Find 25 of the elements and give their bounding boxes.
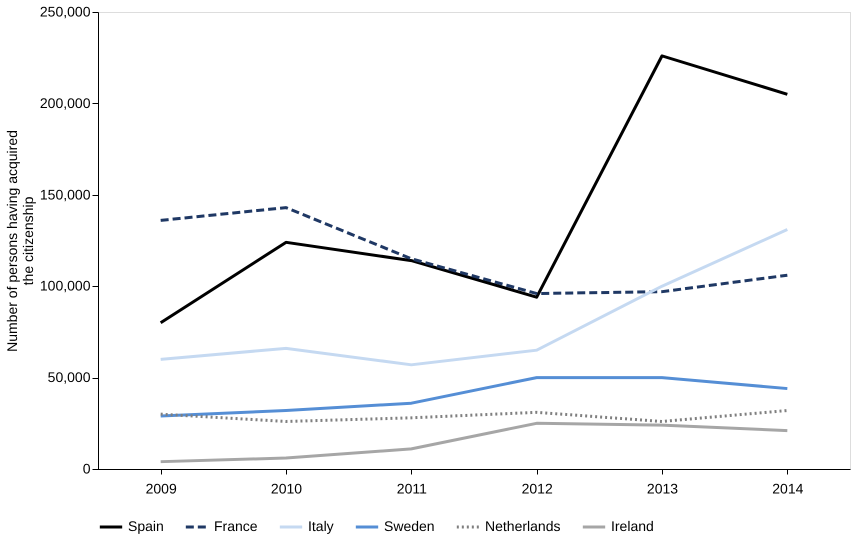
legend-label: France (214, 518, 258, 534)
x-tick-label: 2010 (270, 480, 302, 496)
x-tick-label: 2013 (646, 480, 678, 496)
legend-label: Netherlands (485, 518, 560, 534)
legend-label: Italy (308, 518, 334, 534)
line-series (159, 228, 789, 366)
y-tick-label: 50,000 (48, 369, 91, 386)
line-series (159, 376, 789, 418)
line-series (159, 409, 789, 423)
y-tick-label: 100,000 (40, 278, 91, 294)
legend-label: Ireland (611, 518, 654, 534)
x-tick-label: 2011 (396, 480, 428, 496)
y-axis-title: Number of persons having acquired the citizenship (4, 130, 36, 352)
y-tick-label: 150,000 (40, 186, 91, 202)
legend-label: Sweden (384, 518, 435, 534)
x-tick-label: 2012 (522, 480, 553, 496)
line-series (159, 54, 789, 324)
x-tick-label: 2014 (772, 480, 804, 496)
y-tick-label: 0 (82, 460, 91, 476)
y-tick-label: 250,000 (40, 4, 91, 20)
line-series (159, 206, 789, 296)
y-tick-label: 200,000 (40, 94, 91, 111)
legend-label: Spain (128, 518, 164, 534)
x-tick-label: 2009 (146, 480, 177, 496)
line-series (159, 422, 789, 464)
